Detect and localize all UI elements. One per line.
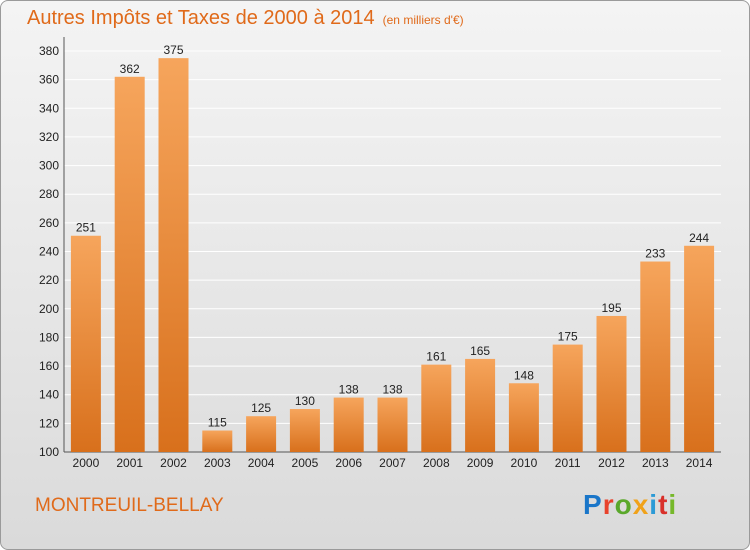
logo-letter: t <box>658 489 669 520</box>
chart-unit: (en milliers d'€) <box>382 13 464 27</box>
y-tick-label: 280 <box>39 187 59 201</box>
bar-2000 <box>70 235 101 452</box>
chart-title: Autres Impôts et Taxes de 2000 à 2014 (en… <box>27 7 464 30</box>
y-tick-label: 360 <box>39 73 59 87</box>
data-label: 138 <box>339 383 359 397</box>
labels: 251 2000 362 2001 375 2002 115 2003 125 2004 130 20… <box>73 43 713 470</box>
data-label: 130 <box>295 394 315 408</box>
bar-2005 <box>289 409 320 452</box>
x-tick-label: 2012 <box>598 456 625 470</box>
data-label: 233 <box>645 247 665 261</box>
y-tick-label: 380 <box>39 44 59 58</box>
bar-2013 <box>640 261 671 452</box>
logo-letter: o <box>614 489 633 520</box>
x-tick-label: 2013 <box>642 456 669 470</box>
data-label: 115 <box>208 416 227 430</box>
y-tick-label: 140 <box>39 388 59 402</box>
bar-2014 <box>684 245 715 452</box>
data-label: 375 <box>163 43 183 57</box>
x-tick-label: 2010 <box>511 456 538 470</box>
bar-2012 <box>596 315 627 452</box>
y-tick-label: 120 <box>39 416 59 430</box>
x-tick-label: 2008 <box>423 456 450 470</box>
bar-2007 <box>377 397 408 452</box>
chart-title-text: Autres Impôts et Taxes de 2000 à 2014 <box>27 7 375 29</box>
bar-2009 <box>465 358 496 452</box>
bar-2002 <box>158 58 189 453</box>
y-tick-label: 100 <box>39 445 59 459</box>
y-tick-label: 160 <box>39 359 59 373</box>
data-label: 125 <box>251 401 271 415</box>
data-label: 165 <box>470 344 490 358</box>
data-label: 138 <box>382 383 402 397</box>
data-label: 148 <box>514 368 534 382</box>
bar-2006 <box>333 397 364 452</box>
logo-letter: r <box>602 489 615 520</box>
commune-name: MONTREUIL-BELLAY <box>35 495 224 516</box>
y-tick-label: 260 <box>39 216 59 230</box>
proxiti-logo: Proxiti <box>583 489 677 521</box>
logo-letter: x <box>632 489 650 520</box>
data-label: 161 <box>426 350 446 364</box>
bar-2008 <box>421 364 452 452</box>
y-tick-label: 300 <box>39 159 59 173</box>
bar-2003 <box>202 430 233 452</box>
x-tick-label: 2000 <box>73 456 100 470</box>
logo-letter: i <box>649 489 659 520</box>
x-tick-label: 2002 <box>160 456 187 470</box>
x-tick-label: 2003 <box>204 456 231 470</box>
bar-2001 <box>114 76 145 453</box>
data-label: 362 <box>120 62 140 76</box>
x-tick-label: 2001 <box>116 456 143 470</box>
x-tick-label: 2006 <box>335 456 362 470</box>
bar-2010 <box>508 383 539 452</box>
x-tick-label: 2009 <box>467 456 494 470</box>
y-tick-label: 240 <box>39 245 59 259</box>
y-tick-label: 320 <box>39 130 59 144</box>
x-tick-label: 2005 <box>292 456 319 470</box>
data-label: 244 <box>689 231 709 245</box>
y-tick-label: 200 <box>39 302 59 316</box>
y-tick-label: 220 <box>39 273 59 287</box>
x-tick-label: 2011 <box>555 456 581 470</box>
data-label: 251 <box>76 221 96 235</box>
logo-letter: P <box>583 489 603 520</box>
data-label: 195 <box>601 301 621 315</box>
y-tick-label: 340 <box>39 101 59 115</box>
x-tick-label: 2007 <box>379 456 406 470</box>
x-tick-label: 2004 <box>248 456 275 470</box>
bar-2011 <box>552 344 583 452</box>
logo-letter: i <box>668 489 678 520</box>
x-tick-label: 2014 <box>686 456 713 470</box>
data-label: 175 <box>558 330 578 344</box>
y-tick-label: 180 <box>39 330 59 344</box>
bars <box>70 58 715 453</box>
bar-2004 <box>246 416 277 452</box>
